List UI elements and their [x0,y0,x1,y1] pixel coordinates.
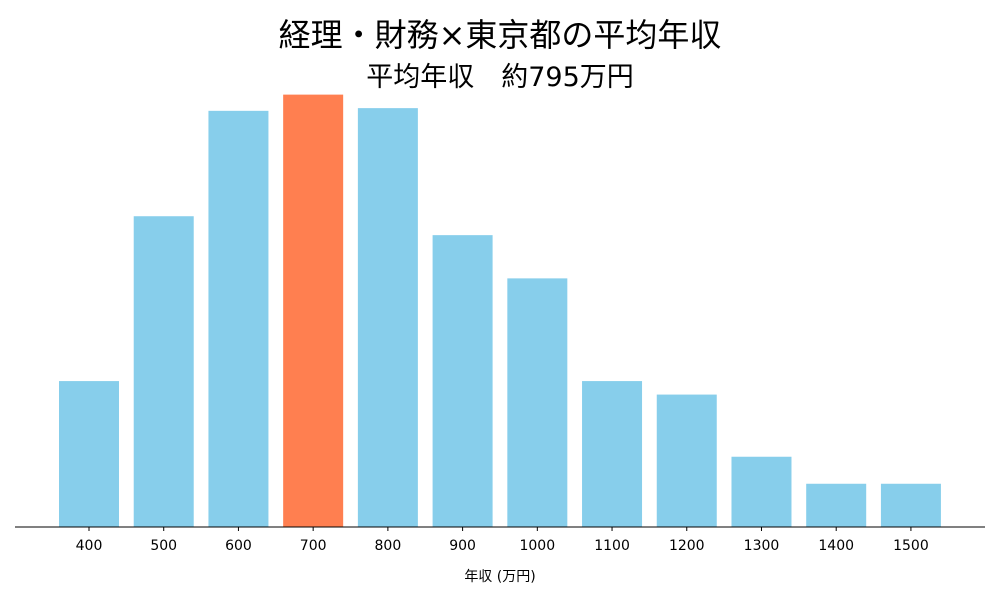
bar-400 [59,381,119,527]
x-tick-label: 1000 [519,538,555,554]
bar-1500 [880,483,941,527]
bar-900 [432,235,493,527]
x-tick-label: 1200 [669,538,705,554]
x-axis-label: 年収 (万円) [464,569,535,585]
x-tick-label: 900 [449,538,476,554]
bar-1100 [582,381,643,527]
bar-700 [283,94,344,527]
bar-600 [208,110,269,527]
x-tick-label: 700 [300,538,327,554]
x-tick-label: 1400 [818,538,854,554]
bar-1000 [507,278,568,527]
chart-subtitle: 平均年収 約795万円 [366,62,634,93]
x-tick-label: 1300 [744,538,780,554]
x-tick-label: 500 [150,538,177,554]
bar-1300 [731,456,792,527]
x-tick-label: 600 [225,538,252,554]
x-tick-label: 400 [76,538,103,554]
bar-1400 [806,483,867,527]
x-tick-label: 800 [375,538,402,554]
x-tick-label: 1500 [893,538,929,554]
bar-500 [133,216,194,527]
bar-800 [357,108,418,527]
chart-title: 経理・財務×東京都の平均年収 [278,16,722,54]
bar-1200 [656,394,717,527]
x-tick-label: 1100 [594,538,630,554]
